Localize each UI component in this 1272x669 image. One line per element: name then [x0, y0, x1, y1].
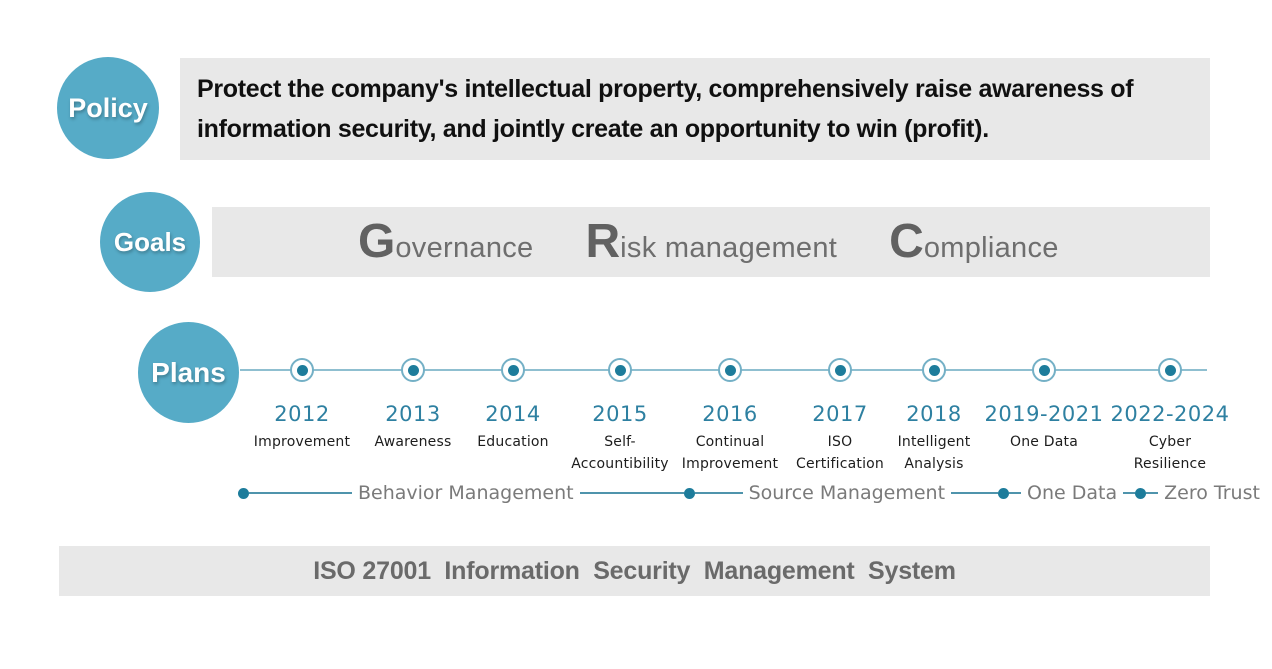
milestone-2018: 2018 Intelligent Analysis [866, 402, 1002, 475]
policy-statement-line1: Protect the company's intellectual prope… [197, 75, 1134, 103]
timeline-dot-icon [724, 364, 736, 376]
timeline-dot-icon [614, 364, 626, 376]
goal-rest-compliance: ompliance [923, 232, 1059, 264]
phase-dot-icon [998, 487, 1010, 499]
phase-dot-icon [1135, 487, 1147, 499]
milestone-year: 2016 [702, 402, 758, 426]
milestone-year: 2013 [385, 402, 441, 426]
phase-connector [694, 492, 743, 494]
milestone-year: 2017 [812, 402, 868, 426]
policy-statement-bar: Protect the company's intellectual prope… [180, 58, 1210, 160]
timeline-node-2019-2021 [1032, 358, 1056, 382]
phase-track: Behavior Management Source Management On… [238, 482, 1266, 504]
goal-rest-risk-management: isk management [620, 232, 838, 264]
timeline-dot-icon [296, 364, 308, 376]
timeline-node-2012 [290, 358, 314, 382]
milestone-label: Cyber Resilience [1133, 434, 1207, 472]
milestone-2013: 2013 Awareness [345, 402, 481, 453]
timeline-dot-icon [407, 364, 419, 376]
timeline-node-2017 [828, 358, 852, 382]
timeline-dot-icon [1038, 364, 1050, 376]
iso-footer-text: ISO 27001 Information Security Managemen… [313, 556, 956, 585]
goal-rest-governance: overnance [395, 232, 534, 264]
timeline-dot-icon [834, 364, 846, 376]
timeline-dot-icon [928, 364, 940, 376]
plans-bubble: Plans [138, 322, 239, 423]
timeline-node-2013 [401, 358, 425, 382]
milestone-2017: 2017 ISO Certification [772, 402, 908, 475]
milestone-label: Continual Improvement [681, 434, 779, 472]
policy-statement-line2: information security, and jointly create… [197, 115, 989, 143]
milestone-year: 2022-2024 [1110, 402, 1230, 426]
phase-dot-icon [683, 487, 695, 499]
milestone-label: Intelligent Analysis [897, 434, 971, 472]
policy-bubble: Policy [57, 57, 159, 159]
milestone-2015: 2015 Self- Accountibility [552, 402, 688, 475]
timeline-dot-icon [1164, 364, 1176, 376]
iso-footer-bar: ISO 27001 Information Security Managemen… [59, 546, 1210, 596]
phase-label-one-data: One Data [1027, 482, 1118, 504]
milestone-year: 2015 [592, 402, 648, 426]
milestone-year: 2012 [274, 402, 330, 426]
phase-connector [249, 492, 352, 494]
milestone-2022-2024: 2022-2024 Cyber Resilience [1102, 402, 1238, 475]
goal-initial-g: G [358, 215, 396, 268]
goal-initial-r: R [585, 215, 621, 268]
milestone-year: 2014 [485, 402, 541, 426]
plans-bubble-label: Plans [151, 356, 226, 388]
phase-connector [1123, 492, 1136, 494]
phase-connector [951, 492, 999, 494]
timeline-node-2014 [501, 358, 525, 382]
milestone-label: One Data [1010, 434, 1078, 450]
milestone-2016: 2016 Continual Improvement [662, 402, 798, 475]
goals-bubble-label: Goals [113, 226, 187, 257]
policy-bubble-label: Policy [68, 92, 148, 123]
milestone-label: Self- Accountibility [571, 434, 669, 472]
milestone-label: Awareness [374, 434, 452, 450]
goal-initial-c: C [889, 215, 924, 268]
milestone-label: Education [477, 434, 549, 450]
timeline-node-2018 [922, 358, 946, 382]
phase-label-source-management: Source Management [748, 482, 946, 504]
phase-connector [1146, 492, 1159, 494]
phase-label-zero-trust: Zero Trust [1164, 482, 1260, 504]
timeline-node-2015 [608, 358, 632, 382]
phase-connector [579, 492, 684, 494]
milestone-year: 2018 [906, 402, 962, 426]
timeline-node-2016 [718, 358, 742, 382]
goals-bubble: Goals [100, 192, 200, 292]
phase-connector [1009, 492, 1022, 494]
milestone-2014: 2014 Education [445, 402, 581, 453]
phase-dot-icon [238, 487, 249, 499]
milestone-year: 2019-2021 [984, 402, 1104, 426]
timeline-node-2022-2024 [1158, 358, 1182, 382]
timeline-dot-icon [507, 364, 519, 376]
milestone-2019-2021: 2019-2021 One Data [976, 402, 1112, 453]
milestone-2012: 2012 Improvement [234, 402, 370, 453]
milestone-label: Improvement [253, 434, 351, 450]
milestone-label: ISO Certification [795, 434, 885, 472]
phase-label-behavior-management: Behavior Management [358, 482, 574, 504]
